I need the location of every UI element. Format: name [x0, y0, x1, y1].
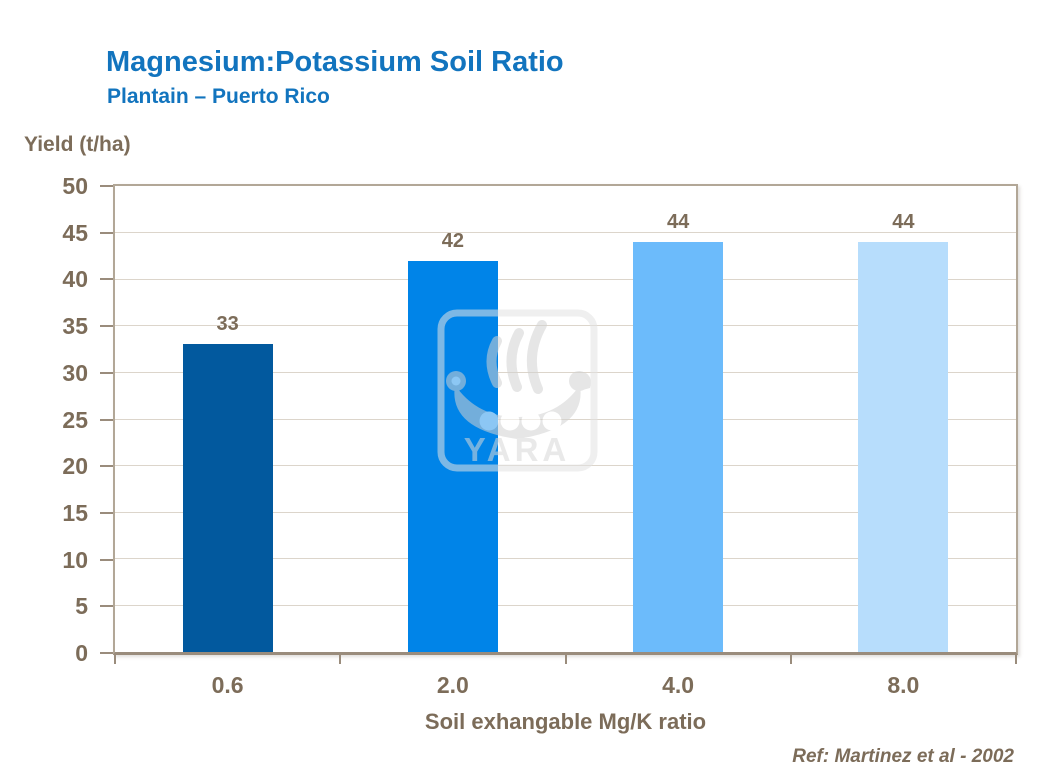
y-tick-label: 45 [62, 219, 88, 246]
plot-area: 33 42 44 44 [113, 184, 1018, 655]
y-tick-mark [100, 465, 113, 468]
bar [633, 241, 724, 652]
y-tick-label: 10 [62, 546, 88, 573]
bar-value-label: 33 [216, 313, 239, 336]
x-tick-mark [114, 655, 116, 664]
y-tick-label: 20 [62, 453, 88, 480]
x-tick-label: 0.6 [211, 672, 244, 698]
x-tick-mark [564, 655, 567, 664]
x-axis: Soil exhangable Mg/K ratio 0.6 2.0 4.0 8.0 [113, 655, 1018, 765]
gridline [115, 232, 1016, 234]
y-tick-label: 15 [62, 499, 88, 526]
y-tick-mark [100, 558, 113, 561]
x-tick-mark [1015, 655, 1017, 664]
y-tick-mark [100, 185, 113, 187]
bar [407, 260, 498, 652]
bar-value-label: 44 [892, 210, 915, 233]
x-tick-mark [339, 655, 342, 664]
y-tick-mark [100, 278, 113, 281]
bar [182, 344, 273, 652]
x-tick-mark [789, 655, 792, 664]
x-tick-label: 2.0 [436, 672, 469, 698]
y-tick-mark [100, 652, 113, 654]
x-axis-title: Soil exhangable Mg/K ratio [424, 709, 707, 734]
y-axis-title: Yield (t/ha) [24, 133, 131, 156]
gridline [115, 604, 1016, 606]
y-tick-mark [100, 371, 113, 374]
y-tick-label: 0 [75, 640, 88, 666]
bar [858, 241, 949, 652]
y-axis: 0 5 10 15 20 25 30 35 40 45 50 [0, 173, 113, 666]
y-tick-label: 25 [62, 406, 88, 433]
gridline [115, 278, 1016, 280]
y-tick-mark [100, 418, 113, 421]
chart-subtitle: Plantain – Puerto Rico [107, 85, 330, 108]
y-tick-label: 35 [62, 313, 88, 340]
reference-note: Ref: Martinez et al - 2002 [792, 746, 1014, 767]
y-tick-mark [100, 231, 113, 234]
chart-title: Magnesium:Potassium Soil Ratio [106, 46, 564, 78]
bar-value-label: 44 [667, 210, 690, 233]
y-tick-label: 50 [62, 173, 88, 199]
x-tick-label: 4.0 [662, 672, 695, 698]
y-tick-mark [100, 605, 113, 608]
y-tick-mark [100, 511, 113, 514]
bar-value-label: 42 [441, 229, 464, 252]
gridline [115, 558, 1016, 560]
y-tick-mark [100, 325, 113, 328]
y-tick-label: 30 [62, 359, 88, 386]
y-tick-label: 5 [75, 593, 88, 620]
gridline [115, 511, 1016, 513]
x-tick-label: 8.0 [887, 672, 920, 698]
y-tick-label: 40 [62, 266, 88, 293]
